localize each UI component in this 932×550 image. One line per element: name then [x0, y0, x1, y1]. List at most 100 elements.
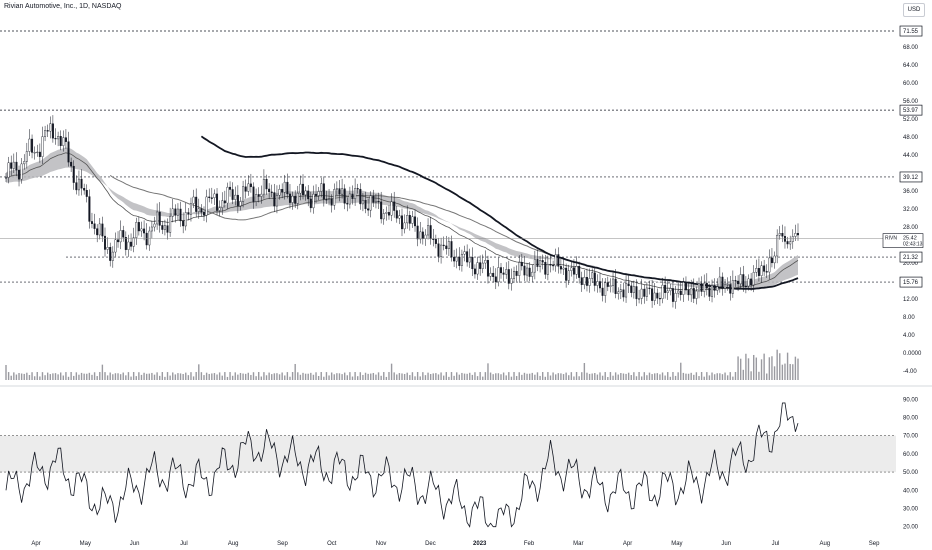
volume-bar — [367, 373, 369, 380]
candle — [265, 178, 268, 190]
candle — [380, 201, 383, 220]
candle — [684, 282, 687, 291]
volume-bar — [685, 373, 687, 380]
candle — [669, 288, 672, 292]
volume-bar — [479, 372, 481, 380]
volume-bar — [680, 362, 682, 380]
volume-bar — [792, 364, 794, 380]
candle — [239, 201, 242, 207]
candle — [202, 212, 205, 216]
volume-bar — [437, 374, 440, 380]
candle — [664, 284, 667, 293]
level-box — [899, 25, 923, 37]
volume-bar — [541, 372, 544, 380]
price-tick-label: 56.00 — [903, 99, 919, 105]
currency-button[interactable]: USD — [903, 3, 925, 17]
rsi-tick-label: 20.00 — [903, 525, 919, 531]
candle — [210, 197, 213, 199]
volume-bar — [148, 373, 150, 380]
volume-bar — [336, 373, 338, 380]
price-tick-label: -4.00 — [903, 369, 917, 375]
candle — [651, 288, 654, 301]
candle — [70, 161, 73, 167]
candle — [497, 267, 500, 283]
volume-bar — [205, 372, 208, 380]
candle — [708, 287, 711, 297]
volume-bar — [388, 372, 390, 380]
volume-bar — [583, 363, 586, 380]
volume-bar — [185, 372, 187, 380]
candle — [403, 222, 406, 230]
candle — [520, 262, 523, 267]
candle — [645, 287, 648, 297]
price-tick-label: 4.00 — [903, 333, 915, 339]
candle — [546, 263, 549, 275]
volume-bar — [495, 373, 497, 380]
volume-bar — [106, 375, 109, 380]
volume-bar — [591, 373, 593, 380]
candle — [406, 215, 409, 224]
volume-bar — [562, 374, 565, 380]
volume-bar — [476, 376, 479, 380]
candle — [533, 259, 536, 273]
candle — [4, 177, 7, 179]
candle — [424, 234, 427, 239]
volume-bar — [39, 376, 41, 380]
candle — [184, 212, 187, 227]
candle — [189, 203, 192, 215]
time-axis-label: May — [671, 541, 682, 547]
volume-bar — [450, 372, 453, 380]
candle — [294, 195, 297, 204]
volume-bar — [36, 372, 38, 380]
candle — [429, 225, 432, 240]
candle — [445, 245, 448, 250]
candle — [773, 255, 776, 264]
volume-bar — [127, 372, 130, 380]
candle — [23, 161, 26, 165]
candle — [484, 260, 487, 264]
candle — [414, 216, 417, 227]
candle — [416, 225, 419, 240]
candle — [213, 193, 216, 199]
candle — [286, 181, 289, 195]
candle — [320, 183, 323, 192]
volume-bar — [260, 376, 263, 380]
volume-bar — [112, 374, 114, 380]
volume-bar — [534, 374, 536, 380]
candle — [531, 271, 534, 277]
volume-bar — [703, 376, 705, 380]
volume-bar — [252, 372, 255, 380]
volume-bar — [44, 375, 46, 380]
volume-bar — [758, 371, 760, 380]
volume-bar — [93, 372, 96, 380]
volume-bar — [315, 372, 317, 380]
volume-bar — [114, 373, 117, 380]
candle — [103, 235, 106, 250]
volume-bar — [461, 372, 463, 380]
volume-bar — [138, 372, 140, 380]
volume-bar — [307, 373, 309, 380]
volume-bar — [268, 372, 270, 380]
volume-bar — [706, 372, 708, 380]
volume-bar — [46, 372, 49, 380]
volume-bar — [601, 375, 604, 380]
candle — [442, 244, 445, 247]
candle — [599, 281, 602, 289]
candle — [46, 130, 49, 132]
candle — [338, 188, 341, 195]
candle — [132, 237, 135, 247]
volume-bar — [747, 358, 750, 380]
volume-bar — [732, 376, 734, 380]
volume-bar — [416, 372, 419, 380]
volume-bar — [54, 373, 57, 380]
last-price-box — [882, 233, 924, 248]
volume-bar — [638, 372, 640, 380]
candle — [176, 208, 179, 216]
candle — [440, 244, 443, 257]
candle — [419, 231, 422, 240]
volume-bar — [766, 373, 768, 380]
candle — [622, 289, 625, 298]
candle — [171, 208, 174, 217]
